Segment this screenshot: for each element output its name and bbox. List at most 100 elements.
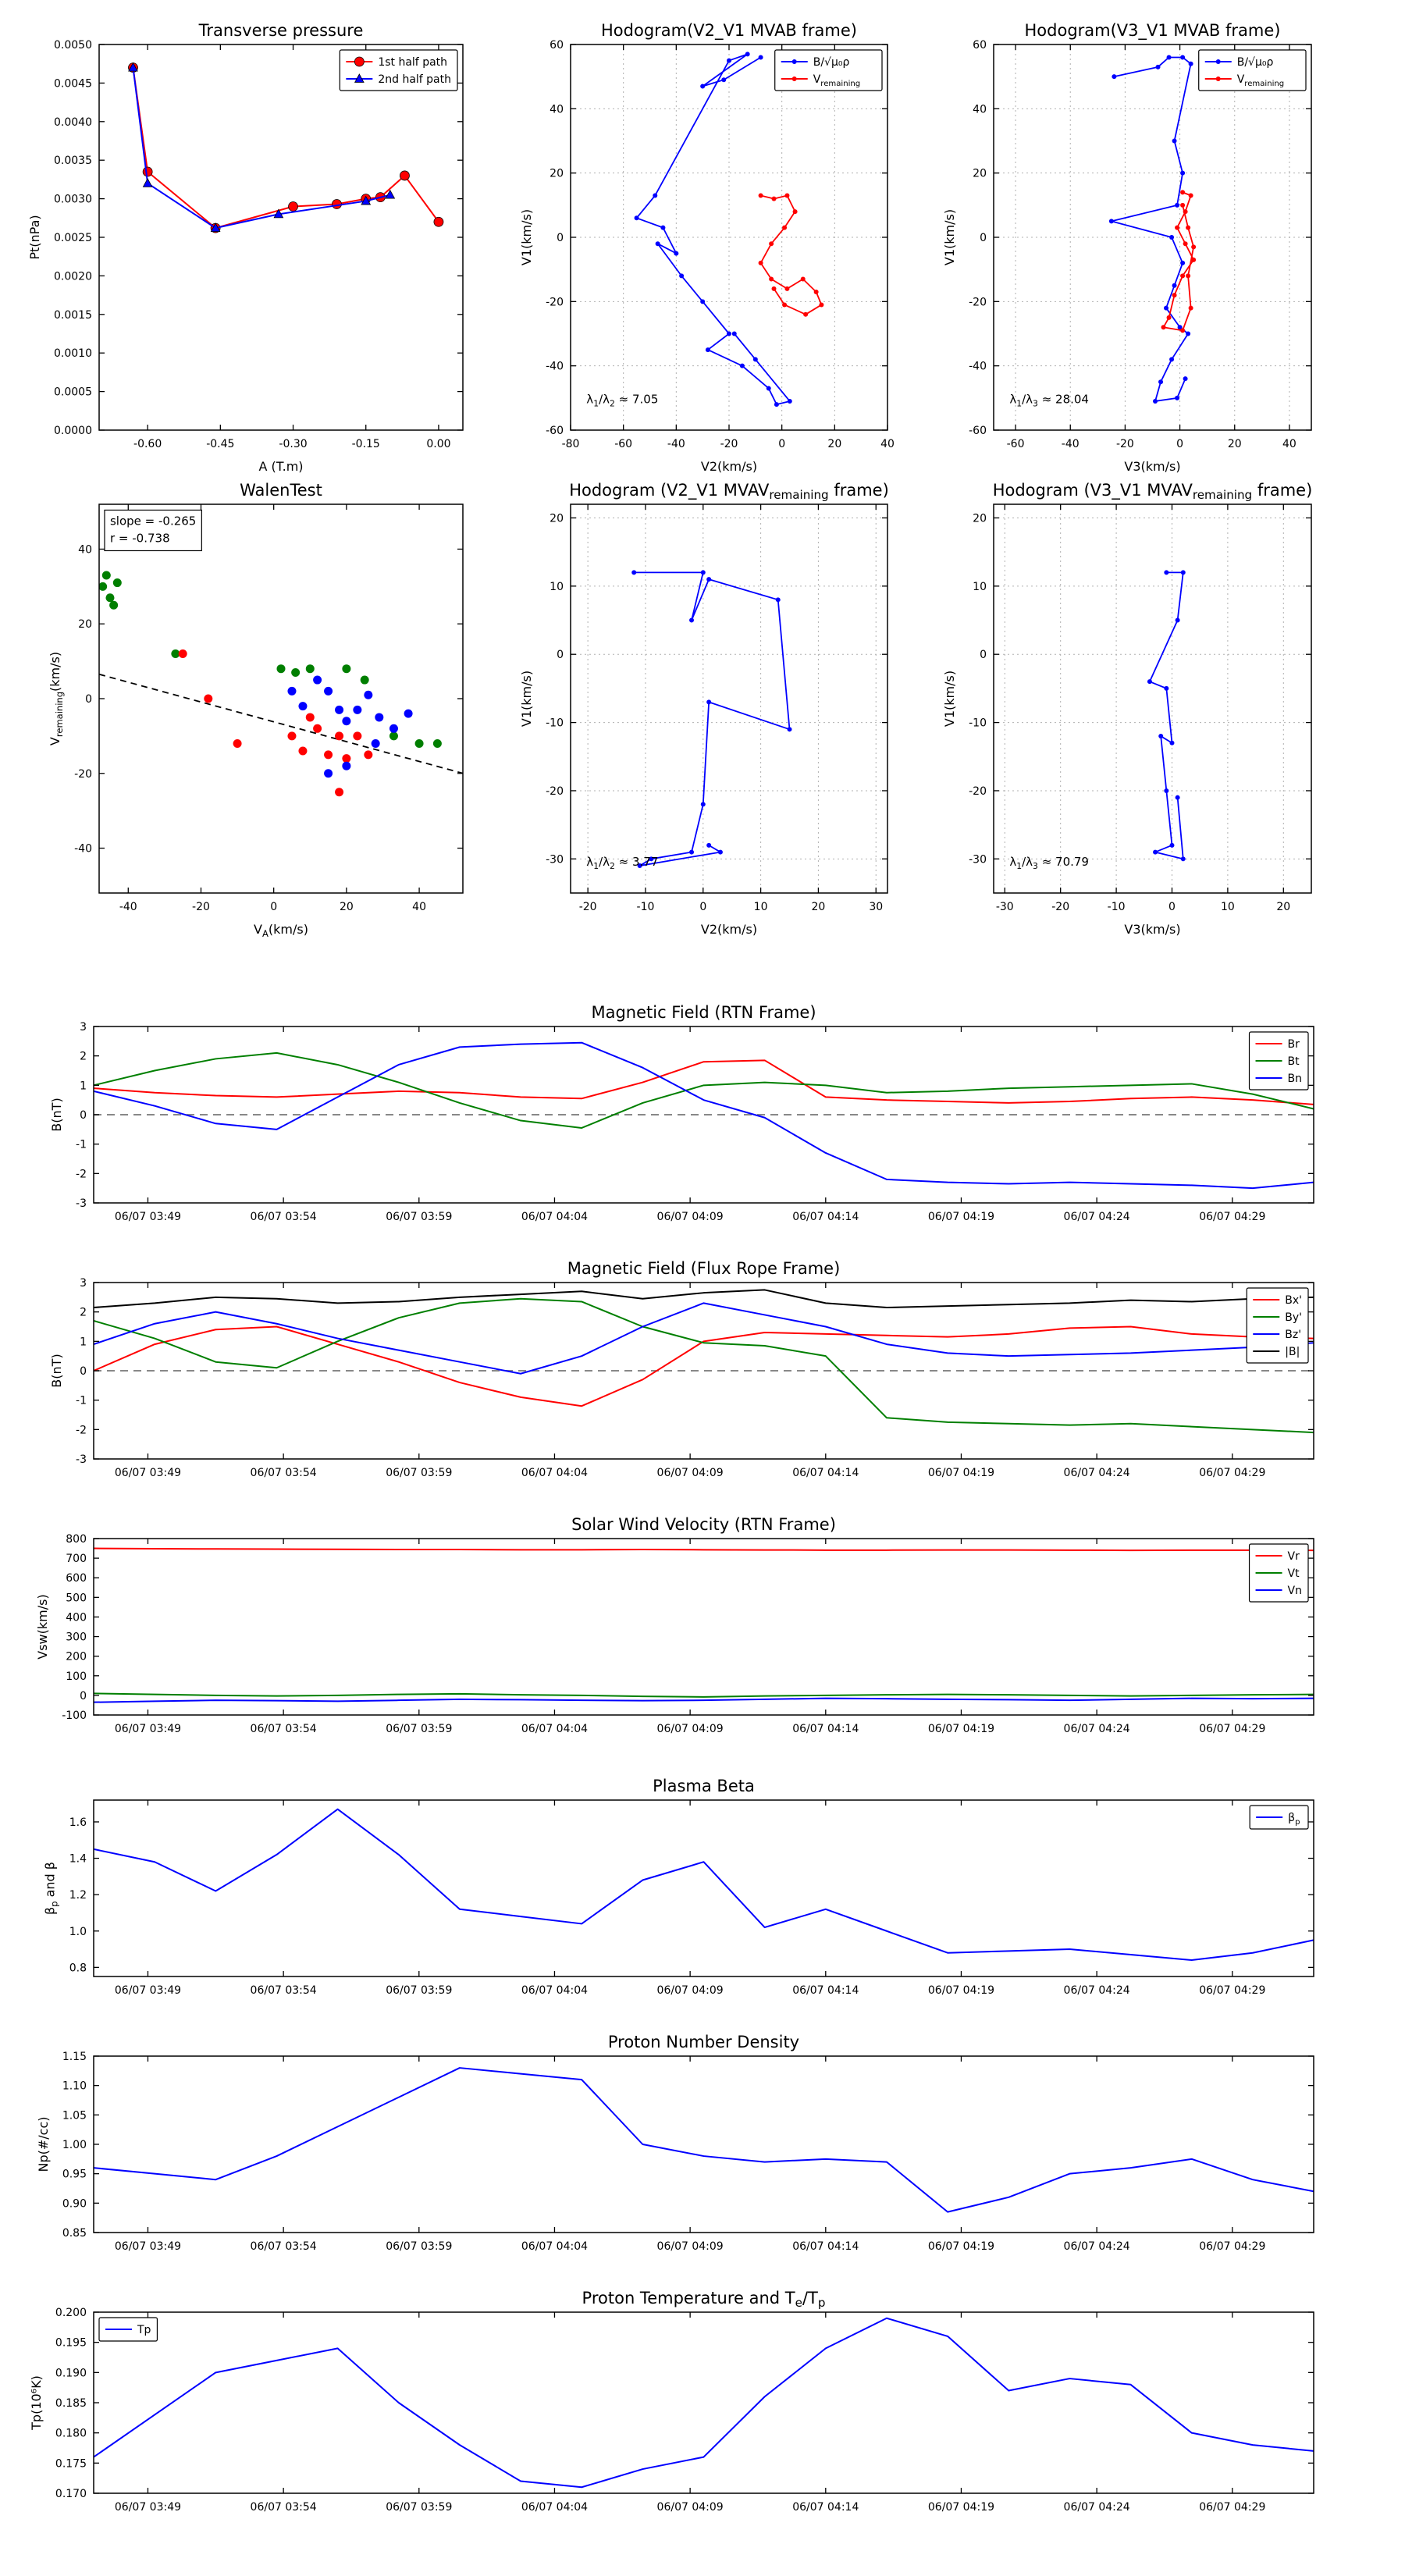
svg-text:0: 0 (778, 438, 785, 450)
svg-text:-10: -10 (546, 717, 564, 730)
svg-text:λ1/λ3 ≈ 28.04: λ1/λ3 ≈ 28.04 (1009, 393, 1089, 409)
svg-text:-20: -20 (969, 296, 987, 308)
svg-text:06/07 04:04: 06/07 04:04 (521, 1211, 588, 1223)
svg-text:-20: -20 (74, 768, 92, 781)
svg-text:Vr: Vr (1288, 1550, 1300, 1563)
svg-text:06/07 04:19: 06/07 04:19 (928, 1723, 994, 1735)
svg-text:βp and β: βp and β (43, 1862, 60, 1915)
svg-text:1.2: 1.2 (69, 1889, 87, 1902)
svg-text:V1(km/s): V1(km/s) (942, 671, 957, 727)
svg-text:0: 0 (85, 693, 92, 706)
svg-text:-20: -20 (546, 296, 564, 308)
svg-text:06/07 03:59: 06/07 03:59 (386, 2240, 452, 2253)
svg-text:-40: -40 (1062, 438, 1080, 450)
svg-text:-30: -30 (546, 853, 564, 866)
svg-text:Vt: Vt (1288, 1567, 1300, 1580)
svg-text:06/07 04:04: 06/07 04:04 (521, 1467, 588, 1479)
svg-text:B(nT): B(nT) (49, 1098, 64, 1131)
svg-text:20: 20 (812, 901, 826, 913)
svg-text:Magnetic Field (Flux Rope Fram: Magnetic Field (Flux Rope Frame) (567, 1259, 841, 1278)
svg-text:-0.15: -0.15 (352, 438, 380, 450)
svg-text:-60: -60 (614, 438, 632, 450)
svg-text:0.195: 0.195 (55, 2337, 87, 2350)
svg-text:V3(km/s): V3(km/s) (1124, 459, 1180, 474)
panel-hodogram-v2v1-mvab: -80 -60 -40 -20 0 20 40-60-40-200204060Hodogra… (519, 21, 895, 474)
svg-text:Pt(nPa): Pt(nPa) (27, 215, 42, 259)
svg-text:WalenTest: WalenTest (240, 481, 322, 500)
svg-text:1.15: 1.15 (62, 2051, 87, 2063)
svg-text:06/07 04:19: 06/07 04:19 (928, 1211, 994, 1223)
svg-text:Proton Number Density: Proton Number Density (608, 2033, 799, 2051)
svg-text:800: 800 (66, 1533, 87, 1546)
svg-text:06/07 04:14: 06/07 04:14 (792, 2501, 859, 2514)
svg-text:40: 40 (973, 103, 987, 116)
svg-text:06/07 03:59: 06/07 03:59 (386, 1723, 452, 1735)
svg-text:2nd half path: 2nd half path (378, 73, 451, 86)
svg-text:06/07 03:54: 06/07 03:54 (251, 1723, 317, 1735)
svg-text:0.0020: 0.0020 (54, 270, 92, 283)
svg-text:0.0050: 0.0050 (54, 39, 92, 52)
svg-text:06/07 04:24: 06/07 04:24 (1064, 1467, 1130, 1479)
svg-text:2: 2 (80, 1051, 87, 1063)
svg-text:0.200: 0.200 (55, 2307, 87, 2319)
panel-mag-flux-rope: 06/07 03:49 06/07 03:54 06/07 03:59 06/07 0… (49, 1259, 1314, 1479)
svg-text:-10: -10 (1108, 901, 1126, 913)
svg-text:-80: -80 (562, 438, 580, 450)
svg-text:V2(km/s): V2(km/s) (701, 459, 757, 474)
svg-text:Plasma Beta: Plasma Beta (653, 1777, 755, 1795)
svg-text:Transverse pressure: Transverse pressure (198, 21, 364, 40)
svg-text:Magnetic Field (RTN Frame): Magnetic Field (RTN Frame) (591, 1003, 816, 1022)
svg-text:1.05: 1.05 (62, 2109, 87, 2122)
svg-text:V1(km/s): V1(km/s) (942, 209, 957, 265)
svg-text:-20: -20 (546, 785, 564, 798)
svg-text:20: 20 (973, 512, 987, 525)
svg-text:06/07 03:49: 06/07 03:49 (115, 2501, 181, 2514)
svg-text:60: 60 (550, 39, 564, 52)
svg-text:1.0: 1.0 (69, 1926, 87, 1938)
svg-text:-2: -2 (76, 1424, 87, 1436)
svg-text:06/07 03:54: 06/07 03:54 (251, 1211, 317, 1223)
svg-text:20: 20 (78, 618, 92, 631)
svg-text:Vn: Vn (1288, 1585, 1302, 1597)
svg-text:-60: -60 (969, 425, 987, 437)
svg-text:-40: -40 (667, 438, 685, 450)
svg-text:06/07 03:49: 06/07 03:49 (115, 1211, 181, 1223)
svg-text:A (T.m): A (T.m) (258, 459, 303, 474)
svg-text:0.0005: 0.0005 (54, 386, 92, 399)
svg-text:1st half path: 1st half path (378, 56, 447, 69)
svg-text:0: 0 (80, 1365, 87, 1378)
svg-text:06/07 04:29: 06/07 04:29 (1199, 1211, 1265, 1223)
svg-text:40: 40 (78, 543, 92, 556)
svg-text:06/07 04:19: 06/07 04:19 (928, 1467, 994, 1479)
svg-text:700: 700 (66, 1553, 87, 1565)
svg-text:Vsw(km/s): Vsw(km/s) (35, 1594, 50, 1659)
svg-text:V2(km/s): V2(km/s) (701, 922, 757, 937)
svg-text:-20: -20 (192, 901, 210, 913)
svg-text:0: 0 (699, 901, 706, 913)
svg-text:20: 20 (550, 168, 564, 180)
svg-text:-60: -60 (1007, 438, 1025, 450)
svg-text:06/07 04:14: 06/07 04:14 (792, 1984, 859, 1997)
svg-text:λ1/λ2 ≈ 3.77: λ1/λ2 ≈ 3.77 (586, 855, 658, 871)
svg-text:06/07 04:09: 06/07 04:09 (657, 1467, 724, 1479)
svg-text:-100: -100 (62, 1710, 87, 1722)
svg-text:Hodogram(V2_V1 MVAB frame): Hodogram(V2_V1 MVAB frame) (601, 21, 857, 41)
svg-text:500: 500 (66, 1592, 87, 1604)
svg-text:r = -0.738: r = -0.738 (110, 531, 170, 545)
svg-text:06/07 03:49: 06/07 03:49 (115, 2240, 181, 2253)
svg-text:06/07 04:09: 06/07 04:09 (657, 1984, 724, 1997)
svg-text:10: 10 (1221, 901, 1235, 913)
svg-text:Tp: Tp (137, 2324, 151, 2336)
svg-text:06/07 04:19: 06/07 04:19 (928, 2240, 994, 2253)
svg-text:slope = -0.265: slope = -0.265 (110, 514, 196, 528)
panel-mag-rtn: 06/07 03:49 06/07 03:54 06/07 03:59 06/07 0… (49, 1003, 1314, 1223)
svg-text:0.0035: 0.0035 (54, 155, 92, 167)
svg-text:0.95: 0.95 (62, 2169, 87, 2181)
svg-text:1.6: 1.6 (69, 1816, 87, 1829)
svg-text:20: 20 (973, 168, 987, 180)
svg-text:06/07 04:24: 06/07 04:24 (1064, 2501, 1130, 2514)
svg-text:βp: βp (1288, 1812, 1300, 1827)
svg-text:06/07 03:59: 06/07 03:59 (386, 1211, 452, 1223)
svg-text:06/07 04:19: 06/07 04:19 (928, 1984, 994, 1997)
svg-text:06/07 03:54: 06/07 03:54 (251, 1984, 317, 1997)
